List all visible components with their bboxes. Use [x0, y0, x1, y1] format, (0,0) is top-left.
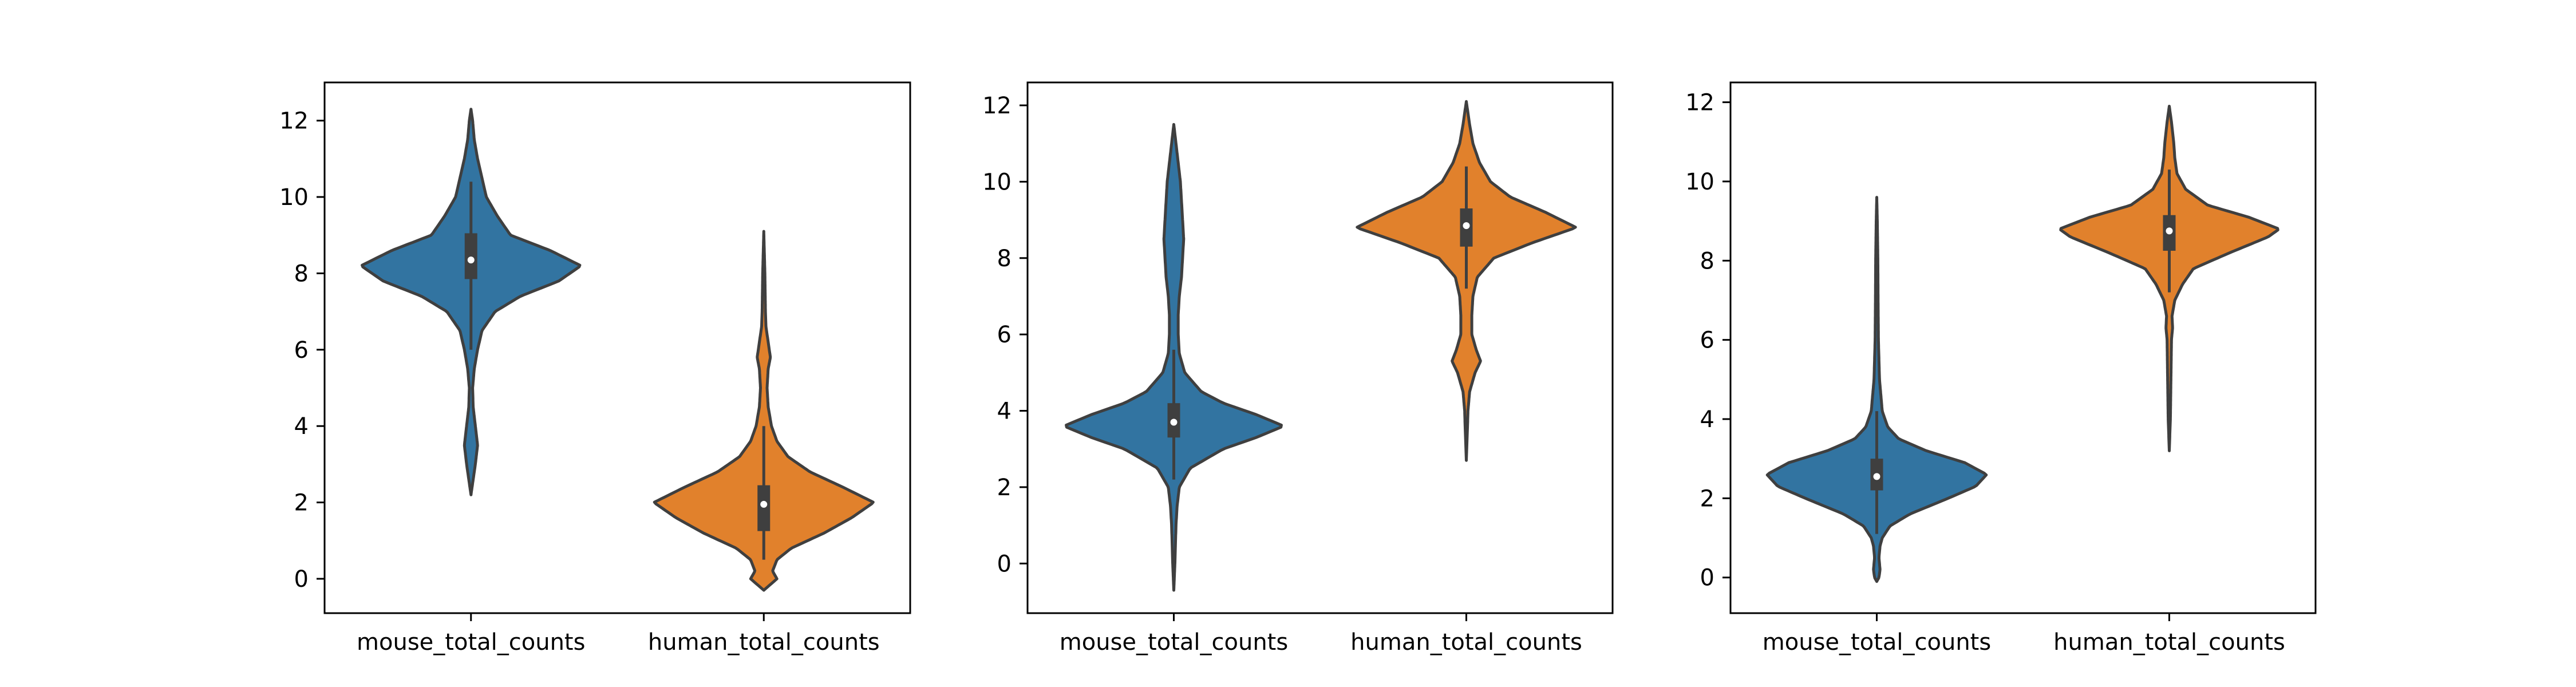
x-tick-label: mouse_total_counts	[357, 629, 585, 656]
y-tick-label: 2	[1700, 485, 1714, 512]
axes-frame	[1729, 81, 2317, 614]
y-tick-label: 2	[997, 475, 1012, 501]
x-tick-label: human_total_counts	[1350, 629, 1582, 656]
violin-median-dot	[2166, 227, 2173, 235]
y-tick-label: 6	[294, 337, 309, 364]
violin-mouse-total-counts	[1765, 196, 1988, 583]
violin-plot-panel-1: 0 2 4 6 8 10 12 mouse_total_counts human_total_c…	[279, 81, 911, 656]
y-tick-label: 8	[997, 246, 1012, 272]
violin-plot-panel-2: 0 2 4 6 8 10 12 mouse_total_counts human_total_c…	[982, 81, 1614, 656]
y-tick-label: 4	[997, 398, 1012, 425]
y-tick-label: 12	[982, 93, 1012, 119]
x-tick-label: human_total_counts	[2053, 629, 2285, 656]
y-tick-label: 8	[1700, 248, 1714, 274]
y-tick-label: 6	[1700, 327, 1714, 354]
y-tick-label: 0	[294, 566, 309, 593]
y-tick-label: 4	[1700, 406, 1714, 433]
violin-median-dot	[760, 500, 768, 508]
y-tick-label: 10	[1685, 169, 1714, 195]
violin-median-dot	[1463, 222, 1470, 230]
violin-interquartile-box	[464, 233, 477, 279]
y-tick-label: 8	[294, 260, 309, 287]
axes-frame	[323, 81, 911, 614]
y-tick-label: 0	[1700, 565, 1714, 591]
violin-median-dot	[467, 256, 475, 264]
x-tick-label: mouse_total_counts	[1060, 629, 1288, 656]
axes-frame	[1026, 81, 1614, 614]
violin-human-total-counts	[653, 230, 875, 592]
y-tick-label: 12	[279, 108, 309, 135]
y-tick-label: 6	[997, 322, 1012, 348]
y-tick-label: 2	[294, 490, 309, 516]
y-tick-label: 10	[279, 184, 309, 211]
violin-interquartile-box	[757, 485, 771, 531]
x-tick-label: human_total_counts	[648, 629, 880, 656]
y-tick-label: 4	[294, 413, 309, 440]
violin-plot-panel-3: 0 2 4 6 8 10 12 mouse_total_counts human_total_c…	[1685, 81, 2317, 656]
x-tick-label: mouse_total_counts	[1763, 629, 1991, 656]
y-tick-label: 10	[982, 169, 1012, 195]
violin-median-dot	[1873, 473, 1880, 480]
y-tick-label: 0	[997, 551, 1012, 577]
y-tick-label: 12	[1685, 90, 1714, 116]
violin-median-dot	[1170, 418, 1178, 426]
